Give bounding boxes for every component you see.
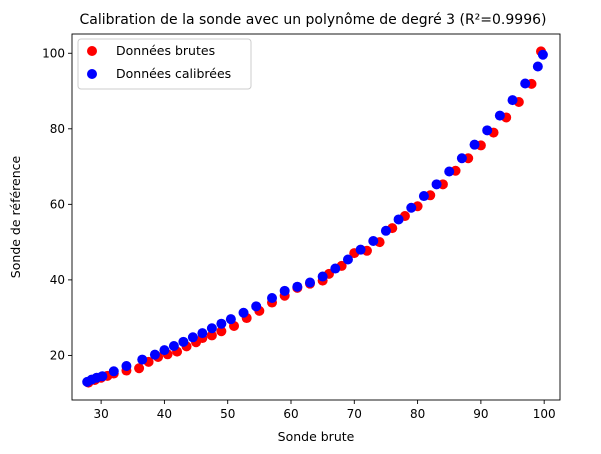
data-point [368,235,379,246]
x-tick-label: 70 [347,407,362,421]
data-point [431,179,442,190]
x-tick-label: 30 [93,407,108,421]
y-tick-label: 60 [50,197,65,211]
data-point [482,125,493,136]
data-point [342,254,353,265]
y-tick-label: 40 [50,273,65,287]
x-tick-label: 50 [220,407,235,421]
data-point [537,49,548,60]
plot-area [72,34,560,400]
data-point [121,361,132,372]
x-tick-label: 100 [533,407,556,421]
y-axis-label: Sonde de référence [8,155,23,278]
x-tick-label: 90 [473,407,488,421]
data-point [238,307,249,318]
data-point [330,263,341,274]
legend-marker-raw [87,46,97,56]
data-point [251,301,262,312]
data-point [520,78,531,89]
data-point [469,139,480,150]
data-point [456,153,467,164]
data-point [97,371,108,382]
points-layer [82,46,548,388]
data-point [380,225,391,236]
legend: Données brutes Données calibrées [77,38,252,90]
data-point [355,244,366,255]
data-point [225,314,236,325]
legend-label-calibrated: Données calibrées [116,66,231,81]
plot-frame [71,33,561,401]
x-tick-label: 40 [157,407,172,421]
data-point [279,285,290,296]
x-axis-label: Sonde brute [278,429,355,444]
data-point [149,349,160,360]
data-point [137,354,148,365]
data-point [159,345,170,356]
x-tick-label: 80 [410,407,425,421]
data-point [168,340,179,351]
data-point [494,110,505,121]
data-point [216,326,227,337]
data-point [393,214,404,225]
data-point [197,328,208,339]
chart-title: Calibration de la sonde avec un polynôme… [80,12,547,28]
x-tick-label: 60 [283,407,298,421]
data-point [292,281,303,292]
data-point [444,166,455,177]
data-point [134,363,145,374]
data-point [206,330,217,341]
data-point [108,366,119,377]
y-tick-label: 100 [42,46,65,60]
legend-box [77,38,252,90]
series-calibrated [82,49,548,387]
data-point [418,191,429,202]
data-point [532,61,543,72]
data-point [304,277,315,288]
data-point [178,336,189,347]
ticks-layer: 30 40 50 60 70 80 90 100 20 40 60 80 100 [42,46,556,421]
data-point [187,332,198,343]
data-point [507,95,518,106]
legend-marker-calibrated [87,69,97,79]
y-tick-label: 20 [50,348,65,362]
legend-label-raw: Données brutes [116,43,215,58]
data-point [216,318,227,329]
data-point [406,202,417,213]
data-point [206,323,217,334]
data-point [267,293,278,304]
y-tick-label: 80 [50,122,65,136]
data-point [317,271,328,282]
